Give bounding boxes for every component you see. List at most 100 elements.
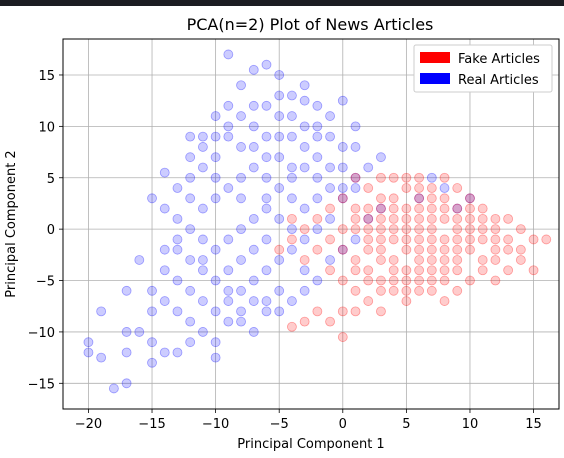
scatter-point [236, 80, 246, 91]
scatter-point [414, 172, 425, 183]
scatter-point [363, 203, 374, 214]
scatter-point [388, 203, 399, 214]
scatter-point [299, 316, 310, 327]
scatter-point [465, 275, 475, 286]
scatter-point [248, 327, 259, 337]
scatter-point [287, 224, 297, 235]
scatter-point [414, 265, 425, 276]
scatter-point [477, 234, 488, 245]
scatter-point [287, 111, 297, 121]
scatter-point [337, 162, 348, 173]
scatter-point [287, 193, 297, 204]
scatter-point [350, 142, 361, 152]
scatter-point [325, 234, 335, 245]
scatter-point [439, 183, 450, 193]
scatter-point [223, 316, 234, 327]
scatter-point [248, 100, 259, 111]
scatter-point [236, 306, 246, 317]
scatter-point [147, 306, 157, 317]
scatter-point [401, 172, 412, 183]
scatter-point [376, 152, 386, 163]
scatter-point [477, 265, 488, 276]
scatter-point [376, 172, 386, 183]
scatter-point [363, 244, 374, 255]
scatter-point [287, 162, 297, 173]
scatter-point [236, 285, 246, 296]
scatter-point [490, 275, 501, 286]
scatter-point [248, 142, 259, 152]
scatter-point [261, 306, 272, 317]
scatter-point [452, 203, 463, 214]
scatter-point [261, 172, 272, 183]
scatter-point [261, 234, 272, 245]
scatter-point [185, 316, 196, 327]
scatter-point [236, 142, 246, 152]
y-axis-label: Principal Component 2 [4, 150, 19, 297]
scatter-point [350, 183, 361, 193]
scatter-point [121, 285, 132, 296]
scatter-point [197, 265, 208, 276]
scatter-point [401, 224, 412, 235]
scatter-point [325, 265, 335, 276]
scatter-point [388, 234, 399, 245]
scatter-point [490, 244, 501, 255]
scatter-point [337, 244, 348, 255]
scatter-point [248, 275, 259, 286]
scatter-point [223, 131, 234, 142]
scatter-point [299, 265, 310, 276]
scatter-point [299, 121, 310, 132]
scatter-point [223, 183, 234, 193]
scatter-point [414, 234, 425, 245]
scatter-point [376, 244, 386, 255]
scatter-point [388, 193, 399, 204]
scatter-point [299, 162, 310, 173]
scatter-point [337, 244, 348, 255]
scatter-point [388, 265, 399, 276]
scatter-point [299, 203, 310, 214]
grid-lines [63, 39, 559, 409]
scatter-point [248, 244, 259, 255]
scatter-point [185, 285, 196, 296]
y-tick-label: 5 [47, 172, 55, 187]
scatter-point [287, 244, 297, 255]
scatter-point [121, 327, 132, 337]
scatter-point [376, 285, 386, 296]
scatter-point [312, 193, 323, 204]
scatter-point [96, 352, 107, 363]
scatter-point [503, 234, 514, 245]
scatter-point [426, 244, 437, 255]
scatter-point [312, 306, 323, 317]
scatter-point [439, 213, 450, 224]
scatter-point [414, 193, 425, 204]
scatter-point [350, 172, 361, 183]
scatter-point [337, 183, 348, 193]
scatter-point [401, 244, 412, 255]
scatter-point [337, 193, 348, 204]
x-tick-label: 0 [339, 417, 347, 432]
scatter-point [350, 234, 361, 245]
scatter-point [210, 275, 221, 286]
scatter-point [274, 306, 285, 317]
x-axis-label: Principal Component 1 [237, 437, 384, 452]
scatter-point [83, 347, 94, 358]
scatter-point [274, 244, 285, 255]
scatter-point [274, 111, 285, 121]
data-points [83, 49, 552, 394]
scatter-point [248, 121, 259, 132]
scatter-point [236, 172, 246, 183]
scatter-point [376, 224, 386, 235]
scatter-point [185, 131, 196, 142]
chart-title: PCA(n=2) Plot of News Articles [187, 15, 434, 34]
scatter-point [236, 224, 246, 235]
scatter-point [261, 296, 272, 306]
scatter-point [414, 244, 425, 255]
scatter-point [159, 167, 170, 178]
scatter-point [414, 255, 425, 265]
y-tick-label: 15 [38, 69, 55, 84]
scatter-point [363, 183, 374, 193]
scatter-point [172, 213, 183, 224]
scatter-point [312, 224, 323, 235]
scatter-point [147, 193, 157, 204]
scatter-point [439, 172, 450, 183]
